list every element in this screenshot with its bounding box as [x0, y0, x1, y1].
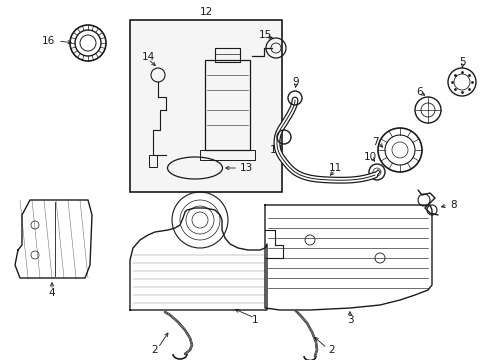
Text: 13: 13 — [240, 163, 253, 173]
Text: 2: 2 — [151, 345, 158, 355]
Text: 1: 1 — [251, 315, 258, 325]
Bar — [149, 155, 157, 167]
Polygon shape — [15, 200, 92, 278]
Text: 16: 16 — [41, 36, 55, 46]
Text: 14: 14 — [141, 52, 154, 62]
Text: 6: 6 — [416, 87, 423, 97]
Text: 9: 9 — [292, 77, 299, 87]
Text: 15: 15 — [258, 30, 271, 40]
Text: 10: 10 — [269, 145, 282, 155]
Text: 3: 3 — [346, 315, 353, 325]
Polygon shape — [130, 208, 266, 310]
Text: 4: 4 — [49, 288, 55, 298]
Text: 10: 10 — [363, 152, 376, 162]
Bar — [130, 20, 282, 192]
Polygon shape — [264, 205, 431, 310]
Bar — [215, 48, 240, 62]
Bar — [200, 150, 254, 160]
Text: 7: 7 — [371, 137, 378, 147]
Text: 8: 8 — [449, 200, 456, 210]
Bar — [204, 60, 249, 150]
Text: 2: 2 — [327, 345, 334, 355]
Text: 5: 5 — [459, 57, 466, 67]
Text: 11: 11 — [328, 163, 341, 173]
Text: 12: 12 — [199, 7, 212, 17]
